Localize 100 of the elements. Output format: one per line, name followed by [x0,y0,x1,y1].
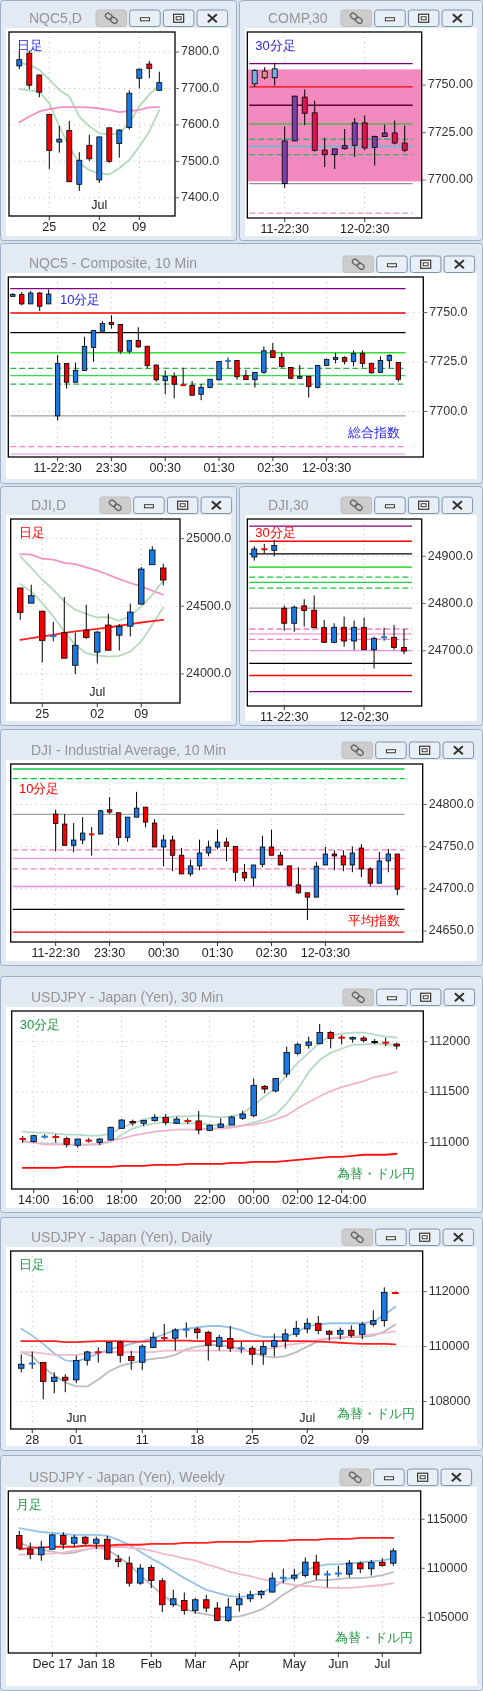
y-tick-label: 7700.00 [427,172,473,187]
x-tick-label: 01:30 [203,461,235,475]
x-tick-label: 23:30 [95,461,128,475]
y-tick-label: 24650.0 [428,923,474,938]
x-tick-label: 12-03:30 [300,946,351,960]
x-tick-label: 09 [134,707,149,721]
x-tick-label: 11-22:30 [260,710,309,724]
y-tick-label: 110000 [428,1338,470,1353]
annotation: 30分足 [255,38,296,53]
x-tick-label: 20:00 [150,1193,182,1207]
y-tick-label: 7600.0 [181,117,220,132]
y-tick-label: 108000 [428,1393,471,1408]
annotation: 30分足 [255,525,296,540]
x-tick-label: 11-22:30 [260,222,309,236]
x-tick-label: Dec 17 [32,1657,73,1671]
x-tick-label: 00:30 [147,946,180,960]
y-tick-label: 7400.0 [181,190,220,205]
x-tick-label: 11 [135,1433,149,1447]
y-tick-label: 24500.0 [186,598,232,613]
y-tick-label: 25000.0 [186,530,232,545]
chart-title: DJI,30 [268,496,309,513]
annotation: 総合指数 [347,425,400,440]
y-tick-label: 111500 [429,1084,470,1099]
chart-title: NQC5,D [29,9,82,26]
chart-title: USDJPY - Japan (Yen), Daily [31,1228,213,1245]
y-tick-label: 7750.0 [429,304,468,319]
x-tick-label: 18 [190,1433,205,1447]
y-tick-label: 7700.0 [181,80,220,95]
x-tick-label: Jul 02 [91,198,108,234]
x-tick-label: 02:30 [257,461,289,475]
chart-title: DJI,D [31,496,66,513]
x-tick-label: 12-02:30 [340,222,390,236]
y-tick-label: 7725.0 [429,354,468,369]
chart-title: NQC5 - Composite, 10 Min [29,254,198,271]
annotation: 10分足 [19,781,60,796]
x-tick-label: 18:00 [106,1193,138,1207]
x-tick-label: Mar [184,1657,207,1671]
annotation: 日足 [18,1257,45,1272]
y-tick-label: 112000 [428,1283,470,1298]
chart-title: DJI - Industrial Average, 10 Min [31,741,227,758]
y-tick-label: 24700.0 [427,643,473,658]
x-tick-label: Apr [229,1657,250,1671]
y-tick-label: 24800.0 [428,796,474,811]
chart-title: USDJPY - Japan (Yen), Weekly [29,1468,225,1485]
x-tick-label: 01:30 [201,946,234,960]
annotation: 30分足 [19,1017,61,1032]
x-tick-label: 02:00 [282,1193,314,1207]
x-tick-label: Feb [140,1657,163,1671]
line-series [18,106,161,124]
x-tick-label: Jan 18 [77,1657,116,1671]
x-tick-label: 00:00 [238,1193,270,1207]
y-tick-label: 7500.0 [181,153,220,168]
x-tick-label: 12-04:00 [317,1193,367,1207]
x-tick-label: Jul 02 [89,685,106,721]
y-tick-label: 24700.0 [428,881,474,896]
x-tick-label: Jun 01 [66,1411,87,1447]
annotation: 為替・ドル円 [337,1166,416,1181]
annotation: 平均指数 [348,913,400,928]
x-tick-label: 12-03:30 [301,461,352,475]
x-tick-label: Jun [328,1657,349,1671]
x-tick-label: 11-22:30 [33,461,82,475]
line-series [19,553,165,596]
x-tick-label: 11-22:30 [31,946,80,960]
y-tick-label: 7750.00 [427,77,473,92]
x-tick-label: 12-02:30 [339,710,389,724]
x-tick-label: 25 [42,220,57,234]
x-tick-label: 22:00 [194,1193,226,1207]
x-tick-label: 09 [132,220,147,234]
y-tick-label: 110000 [426,1560,468,1575]
y-tick-label: 24750.0 [428,838,474,853]
x-tick-label: 14:00 [18,1193,50,1207]
y-tick-label: 7725.00 [427,124,473,139]
annotation: 10分足 [60,292,101,307]
x-tick-label: 23:30 [93,946,126,960]
y-tick-label: 111000 [429,1134,470,1149]
annotation: 為替・ドル円 [334,1630,413,1645]
annotation: 為替・ドル円 [336,1406,415,1421]
x-tick-label: 25 [245,1433,260,1447]
x-tick-label: Jul [374,1657,391,1671]
x-tick-label: 28 [25,1433,40,1447]
y-tick-label: 24800.0 [427,595,473,610]
y-tick-label: 24000.0 [186,666,232,681]
x-tick-label: 16:00 [62,1193,94,1207]
x-tick-label: 25 [35,707,50,721]
y-tick-label: 115000 [426,1511,468,1526]
x-tick-label: 09 [355,1433,370,1447]
x-tick-label: Jul 02 [299,1411,316,1447]
y-tick-label: 24900.0 [427,548,473,563]
annotation: 日足 [17,38,43,53]
y-tick-label: 112000 [429,1033,471,1048]
x-tick-label: 00:30 [149,461,181,475]
x-tick-label: 02:30 [255,946,288,960]
y-tick-label: 105000 [426,1609,469,1624]
annotation: 日足 [18,525,45,540]
chart-title: COMP,30 [268,9,328,26]
chart-title: USDJPY - Japan (Yen), 30 Min [31,988,224,1005]
line-series [21,1152,398,1169]
y-tick-label: 7700.0 [429,403,468,418]
line-series [21,1071,398,1146]
x-tick-label: May [282,1657,307,1671]
